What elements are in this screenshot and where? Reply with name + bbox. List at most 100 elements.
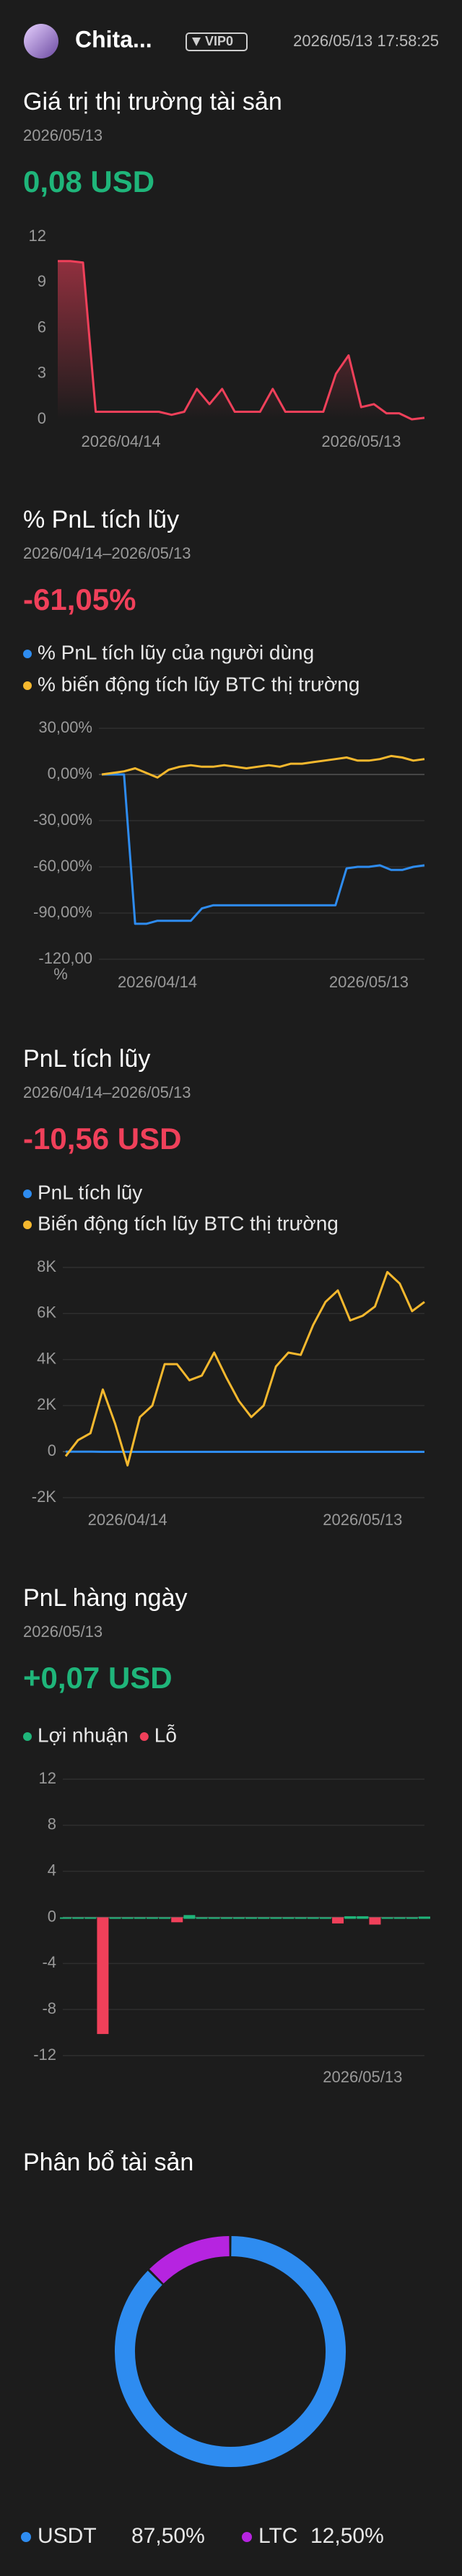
vip-text: VIP0 [205,34,233,48]
bar [307,1917,319,1919]
y-tick-label: 6K [37,1304,56,1322]
y-tick-label: 4 [48,1861,56,1879]
bar [146,1917,158,1919]
headline-value: 0,08 USD [23,165,154,198]
bar [258,1917,270,1919]
line [102,773,425,925]
x-tick-label: 2026/05/13 [323,1511,402,1529]
chart-subtitle: 2026/05/13 [23,126,103,144]
legend-dot [23,1732,32,1741]
y-tick-label: 9 [38,272,46,290]
legend-label: Lợi nhuận [38,1724,128,1746]
y-tick-label: 12 [39,1769,56,1787]
bar [208,1917,220,1919]
legend-dot [23,1221,32,1229]
donut-segment [115,2236,346,2467]
bar [406,1917,418,1919]
bar [109,1917,121,1919]
bar [183,1915,196,1919]
bar [369,1917,381,1925]
legend-value: 87,50% [131,2524,205,2548]
bar [270,1917,282,1919]
timestamp: 2026/05/13 17:58:25 [293,32,439,50]
bar [134,1917,146,1919]
chart-title: % PnL tích lũy [23,506,179,533]
bar [97,1917,109,2035]
y-tick-label: 0 [38,409,46,427]
y-tick-label: 8K [37,1257,56,1275]
y-tick-label: -8 [42,1999,56,2017]
legend-dot [21,2532,31,2542]
chart-title: PnL tích lũy [23,1045,150,1073]
legend-label: % PnL tích lũy của người dùng [38,641,314,663]
y-tick-label: 0 [48,1441,56,1459]
y-tick-label: -60,00% [33,857,92,875]
line [64,1270,425,1467]
legend-label: Biến động tích lũy BTC thị trường [38,1212,339,1234]
x-tick-label: 2026/04/14 [82,432,161,450]
legend-label: PnL tích lũy [38,1181,142,1203]
bar [84,1917,97,1919]
headline-value: -10,56 USD [23,1122,181,1156]
bar [319,1917,331,1919]
bar [121,1917,134,1919]
bar [159,1917,171,1919]
bar [295,1917,307,1919]
y-tick-label: -120,00 [38,949,92,967]
donut-segment [149,2236,230,2284]
vip-icon [192,38,201,46]
y-tick-label: 3 [38,364,46,382]
y-tick-label: 4K [37,1349,56,1367]
y-tick-label: 0 [48,1907,56,1925]
legend-dot [23,681,32,690]
chart-subtitle: 2026/04/14–2026/05/13 [23,544,191,562]
legend-dot [242,2532,252,2542]
vip-badge [186,32,248,51]
chart-title: PnL hàng ngày [23,1584,188,1612]
y-tick-label: -90,00% [33,903,92,921]
bar [419,1916,430,1919]
y-tick-label: -12 [33,2045,56,2064]
bar [332,1917,344,1924]
bar [232,1917,245,1919]
bar [171,1917,183,1923]
x-tick-label: 2026/05/13 [321,432,401,450]
bar [393,1917,406,1919]
legend-label: % biến động tích lũy BTC thị trường [38,673,359,695]
user-name[interactable]: Chita... [75,26,152,52]
headline-value: -61,05% [23,582,136,616]
legend-label: LTC [258,2524,297,2548]
x-tick-label: 2026/04/14 [118,973,197,991]
y-tick-label: 0,00% [48,764,92,782]
line [58,260,425,421]
x-tick-label: 2026/04/14 [88,1511,167,1529]
legend-dot [139,1732,149,1741]
bar [344,1916,357,1919]
bar [357,1916,369,1919]
y-tick-label: 12 [29,227,46,245]
chart-subtitle: 2026/05/13 [23,1623,103,1641]
x-tick-label: 2026/05/13 [323,2068,402,2086]
line [101,754,425,779]
chart-title: Giá trị thị trường tài sản [23,88,282,115]
y-tick-label: 2K [37,1395,56,1413]
legend-label: USDT [38,2524,97,2548]
y-tick-label: -2K [32,1488,57,1506]
legend-dot [23,1189,32,1198]
y-tick-label: -4 [42,1953,56,1971]
bar [381,1917,393,1919]
legend-label: Lỗ [154,1724,177,1746]
headline-value: +0,07 USD [23,1661,173,1695]
avatar[interactable] [24,24,58,58]
x-tick-label: 2026/05/13 [329,973,409,991]
bar [196,1917,208,1919]
y-tick-label: 6 [38,318,46,336]
y-tick-label: 30,00% [38,718,92,736]
legend-value: 12,50% [310,2524,384,2548]
y-tick-label: -30,00% [33,811,92,829]
legend-dot [23,650,32,658]
bar [72,1917,84,1919]
bar [220,1917,232,1919]
